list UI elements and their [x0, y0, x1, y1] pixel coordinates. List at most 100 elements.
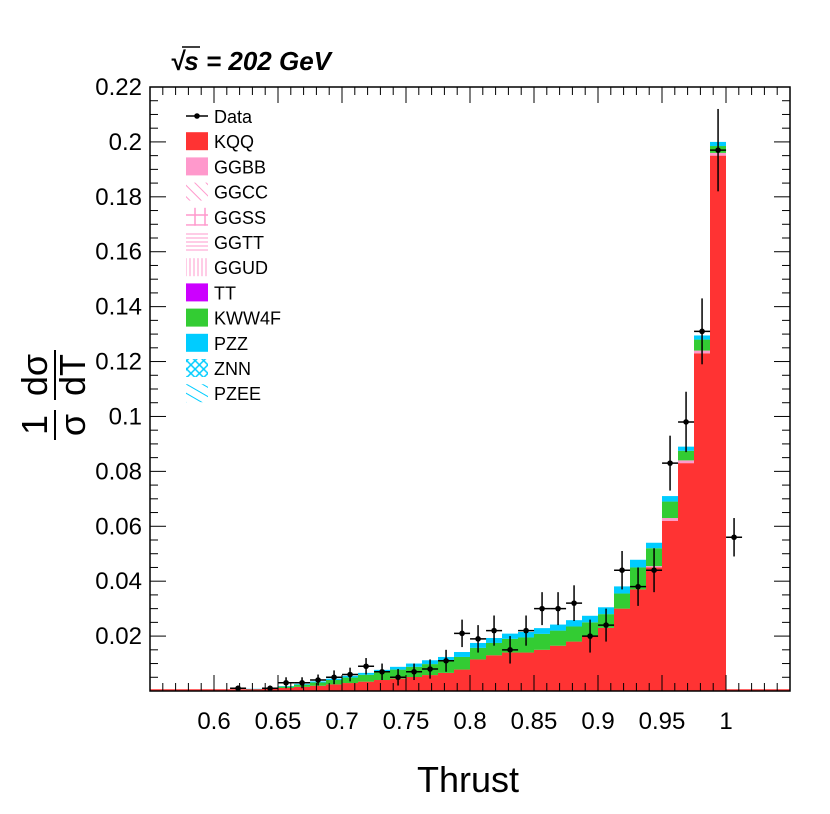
legend-swatch-pzee [186, 384, 208, 403]
legend-marker-data [194, 113, 200, 119]
bar-kqq-22 [566, 641, 582, 691]
bar-kqq-8 [342, 683, 358, 691]
legend-label-ggud: GGUD [214, 258, 268, 278]
data-point-22 [603, 622, 609, 628]
bar-kqq-6 [310, 685, 326, 691]
data-point-15 [491, 627, 497, 634]
legend-swatch-ggcc [186, 182, 208, 201]
bar-kqq-28 [662, 520, 678, 691]
data-point-14 [475, 636, 481, 642]
y-tick-label-9: 0.2 [109, 129, 142, 156]
y-tick-label-1: 0.04 [95, 568, 142, 595]
legend-swatch-pzz [186, 333, 208, 352]
bar-pzz-2 [246, 688, 262, 690]
y-tick-label-3: 0.08 [95, 458, 142, 485]
legend-label-ggcc: GGCC [214, 183, 268, 203]
bar-kqq-16 [470, 659, 486, 691]
bar-kqq-20 [534, 649, 550, 691]
legend-swatch-ggbb [186, 157, 208, 176]
bar-pzz-27 [646, 542, 662, 549]
bar-kqq-23 [582, 636, 598, 691]
legend-label-tt: TT [214, 283, 236, 303]
bar-kww4f-15 [454, 656, 470, 670]
chart-title: √s = 202 GeV [170, 46, 334, 76]
data-point-27 [683, 419, 689, 425]
data-point-24 [635, 583, 641, 590]
bar-ggbb-29 [678, 460, 694, 464]
bar-kqq-30 [694, 353, 710, 691]
bar-kww4f-17 [486, 642, 502, 656]
data-point-12 [443, 658, 449, 664]
bar-kww4f-29 [678, 450, 694, 461]
bar-kqq-18 [502, 652, 518, 691]
bar-kqq-17 [486, 655, 502, 691]
bar-kqq-25 [614, 608, 630, 691]
data-point-10 [411, 668, 417, 675]
bar-kqq-7 [326, 684, 342, 691]
bar-kqq-13 [422, 675, 438, 691]
legend-swatch-znn [186, 359, 208, 377]
bar-kqq-29 [678, 463, 694, 691]
data-point-6 [347, 671, 353, 678]
data-point-29 [715, 147, 721, 153]
bar-kww4f-16 [470, 647, 486, 660]
bar-pzz-23 [582, 615, 598, 623]
bar-ggbb-28 [662, 518, 678, 521]
x-tick-label-0: 0.6 [197, 708, 230, 735]
bar-kqq-19 [518, 652, 534, 691]
legend-label-kww4f: KWW4F [214, 309, 281, 329]
y-tick-label-8: 0.18 [95, 184, 142, 211]
title-sqrt: √ [170, 46, 186, 76]
legend-label-pzz: PZZ [214, 334, 248, 354]
data-point-23 [619, 567, 625, 573]
y-tick-label-2: 0.06 [95, 513, 142, 540]
bar-kqq-10 [374, 680, 390, 691]
data-point-13 [459, 630, 465, 637]
legend-label-kqq: KQQ [214, 132, 254, 152]
data-point-5 [331, 674, 337, 681]
x-tick-label-7: 0.95 [639, 708, 686, 735]
legend-swatch-kww4f [186, 308, 208, 327]
x-tick-label-2: 0.7 [325, 708, 358, 735]
legend-swatch-ggtt [186, 233, 208, 251]
bar-kqq-5 [294, 686, 310, 691]
bar-kww4f-21 [550, 630, 566, 646]
bar-kqq-26 [630, 589, 646, 691]
bar-pzz-26 [630, 559, 646, 568]
y-tick-label-7: 0.16 [95, 239, 142, 266]
ylabel-one: 1 [14, 415, 55, 435]
legend-label-ggss: GGSS [214, 208, 266, 228]
data-point-4 [315, 677, 321, 683]
data-point-11 [427, 666, 433, 672]
legend: Data KQQ GGBB GGCC GGSS GGTT GGUD TT KWW4F PZZ ZNN… [186, 107, 281, 404]
data-point-25 [651, 567, 657, 573]
y-tick-label-6: 0.14 [95, 294, 142, 321]
bar-pzz-20 [534, 628, 550, 634]
bar-kqq-14 [438, 672, 454, 691]
x-tick-label-8: 1 [719, 708, 732, 735]
y-tick-label-5: 0.12 [95, 349, 142, 376]
x-tick-label-1: 0.65 [255, 708, 302, 735]
y-tick-label-4: 0.1 [109, 403, 142, 430]
x-tick-label-5: 0.85 [511, 708, 558, 735]
legend-swatch-tt [186, 283, 208, 302]
data-point-30 [731, 534, 737, 541]
data-point-18 [539, 605, 545, 612]
bar-pzz-22 [566, 620, 582, 627]
bar-pzz-11 [390, 666, 406, 670]
legend-swatch-ggss [186, 207, 208, 226]
x-tick-label-6: 0.9 [581, 708, 614, 735]
bar-kqq-27 [646, 567, 662, 691]
bar-kqq-15 [454, 669, 470, 691]
bar-kqq-12 [406, 676, 422, 691]
bar-kqq-31 [710, 155, 726, 692]
x-tick-label-4: 0.8 [453, 708, 486, 735]
bar-kww4f-28 [662, 501, 678, 519]
y-tick-label-10: 0.22 [95, 74, 142, 101]
ylabel-sigma: σ [52, 414, 93, 436]
bar-pzz-21 [550, 624, 566, 631]
bar-pzz-25 [614, 586, 630, 594]
bar-kww4f-9 [358, 674, 374, 682]
